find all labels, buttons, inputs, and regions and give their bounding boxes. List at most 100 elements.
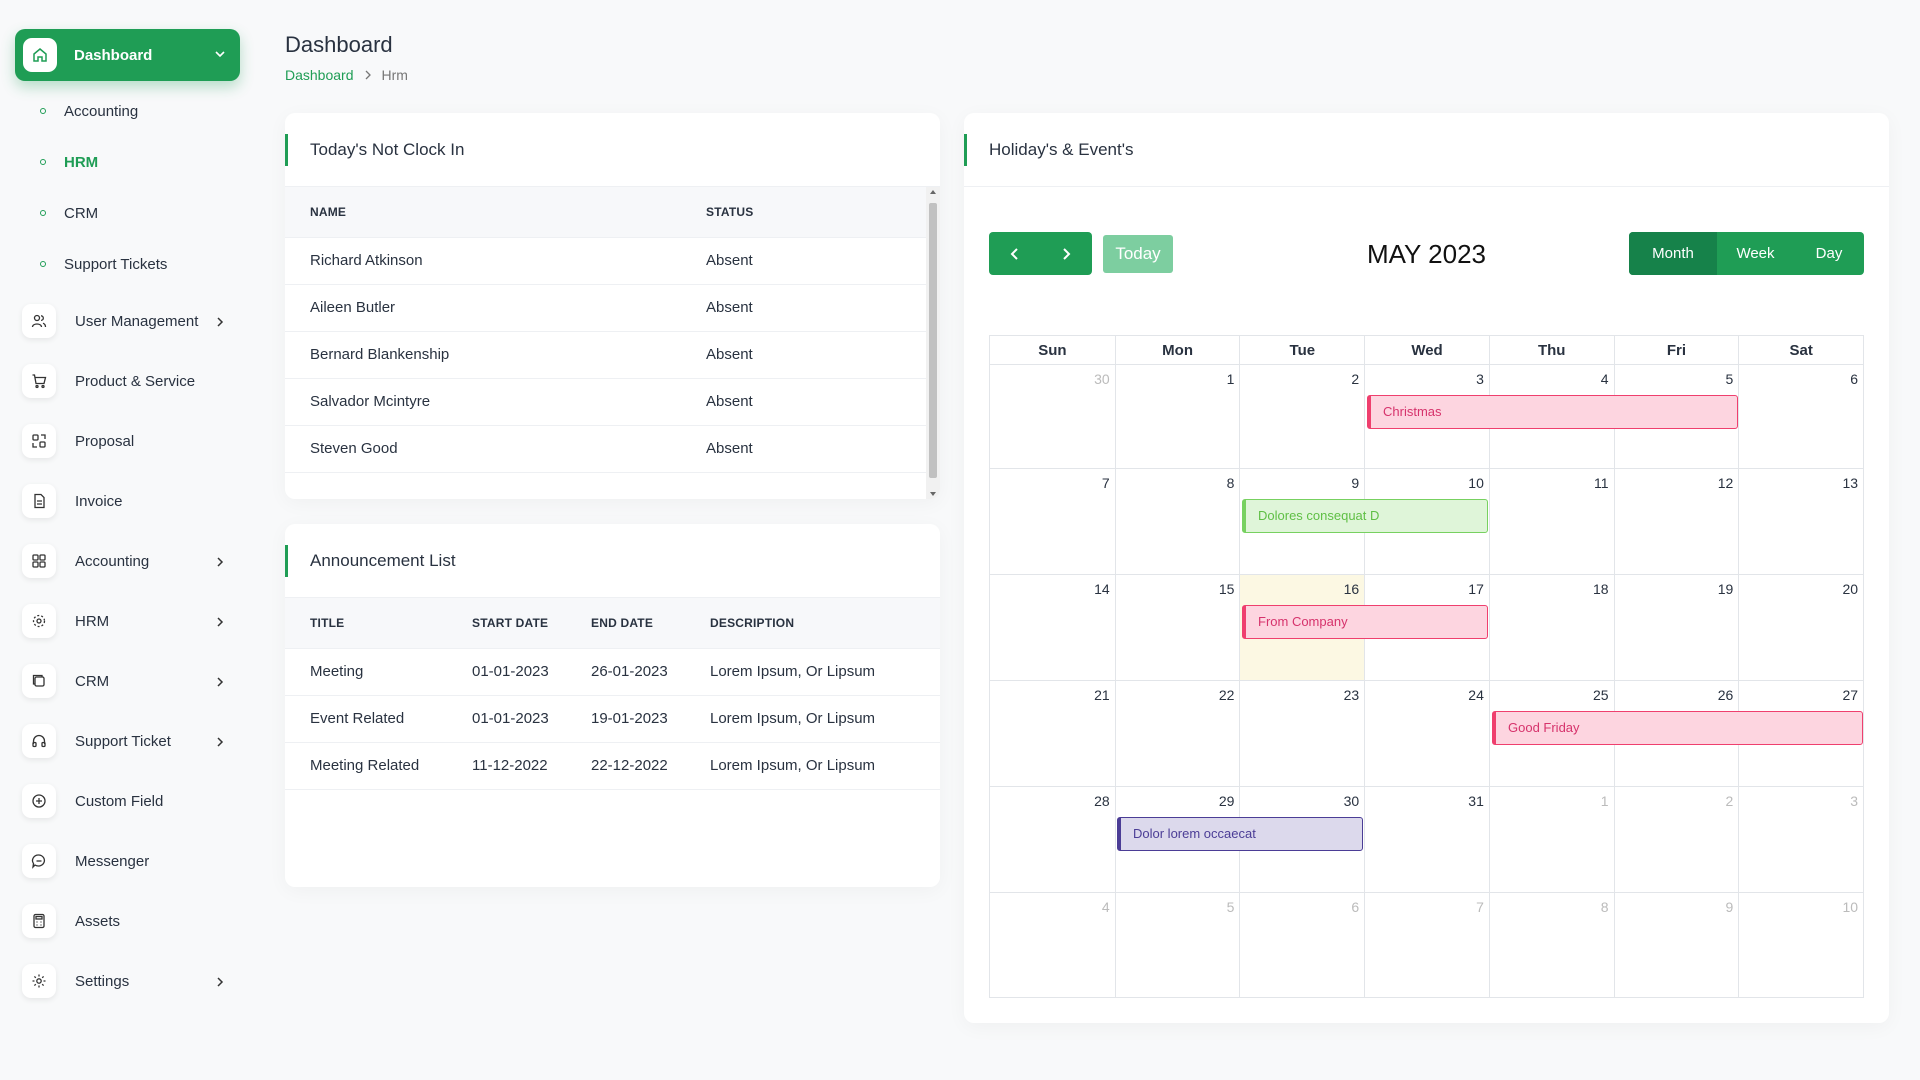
today-button[interactable]: Today [1103,235,1173,273]
calendar-day[interactable]: 5 [1114,893,1240,997]
sidebar-item-product-service[interactable]: Product & Service [22,361,237,401]
employee-status: Absent [706,424,926,473]
chevron-right-icon [364,67,372,83]
announcement-description: Lorem Ipsum, Or Lipsum [710,741,940,790]
sidebar-subitem-label: Support Tickets [64,255,168,273]
sidebar-item-crm[interactable]: CRM [22,661,237,701]
sidebar-item-accounting[interactable]: Accounting [22,541,237,581]
employee-name: Steven Good [285,424,706,473]
calendar-day[interactable]: 9 [1239,469,1364,574]
calendar-day[interactable]: 29 [1114,787,1240,892]
calendar-day[interactable]: 11 [1488,469,1614,574]
calendar-day[interactable]: 31 [1364,787,1489,892]
weekday-header: Wed [1364,336,1489,364]
calendar-event[interactable]: Dolor lorem occaecat [1117,817,1363,851]
calendar-day[interactable]: 7 [1364,893,1489,997]
sidebar-item-messenger[interactable]: Messenger [22,841,237,881]
calendar-day[interactable]: 30 [990,365,1115,468]
sidebar-item-custom-field[interactable]: Custom Field [22,781,237,821]
calendar-event[interactable]: Dolores consequat D [1242,499,1488,533]
calendar-week-row: 14 15 16 17 18 19 20 From Company [989,574,1864,680]
table-scrollbar[interactable] [926,187,940,499]
calendar-day[interactable]: 4 [990,893,1115,997]
calendar-day[interactable]: 1 [1114,365,1240,468]
day-number: 14 [1094,581,1110,597]
sidebar-item-invoice[interactable]: Invoice [22,481,237,521]
calendar-day[interactable]: 10 [1738,893,1863,997]
calendar-day[interactable]: 2 [1613,787,1739,892]
day-number: 20 [1842,581,1859,597]
day-number: 13 [1842,475,1859,491]
employee-status: Absent [706,236,926,284]
breadcrumb-link-dashboard[interactable]: Dashboard [285,67,354,83]
day-number: 4 [1600,371,1609,387]
scroll-up-icon[interactable] [930,190,936,194]
calendar-day[interactable]: 21 [990,681,1115,786]
sidebar-subitem-hrm[interactable]: HRM [40,147,98,177]
chevron-right-icon [1062,247,1070,260]
next-month-button[interactable] [1040,232,1091,275]
announcement-end-date: 26-01-2023 [591,647,710,695]
calendar-day[interactable]: 3 [1364,365,1489,468]
sidebar-item-label: User Management [75,312,199,330]
sidebar-item-dashboard[interactable]: Dashboard [15,29,240,81]
day-number: 31 [1468,793,1484,809]
calendar-event[interactable]: Christmas [1367,395,1738,429]
sidebar-item-user-management[interactable]: User Management [22,301,237,341]
sidebar-item-assets[interactable]: Assets [22,901,237,941]
calendar-day[interactable]: 6 [1239,893,1364,997]
calendar-day[interactable]: 8 [1488,893,1614,997]
calendar-day[interactable]: 8 [1114,469,1240,574]
sidebar-item-label: Messenger [75,852,150,870]
calendar-day[interactable]: 13 [1738,469,1863,574]
employee-status: Absent [706,377,926,425]
sidebar-item-hrm[interactable]: HRM [22,601,237,641]
calendar-day[interactable]: 6 [1738,365,1863,468]
sidebar-item-label: Support Ticket [75,732,171,750]
calendar-week-row: 4 5 6 7 8 9 10 [989,892,1864,998]
sidebar-item-support-ticket[interactable]: Support Ticket [22,721,237,761]
calendar-day[interactable]: 20 [1738,575,1863,680]
view-month-button[interactable]: Month [1629,232,1717,275]
calendar-view-switcher: Month Week Day [1629,232,1864,275]
day-number: 19 [1717,581,1734,597]
calendar-day[interactable]: 23 [1239,681,1364,786]
calendar-day[interactable]: 2 [1239,365,1364,468]
sidebar-item-proposal[interactable]: Proposal [22,421,237,461]
breadcrumb-current: Hrm [381,67,408,83]
sidebar-subitem-accounting[interactable]: Accounting [40,96,138,126]
calendar-day[interactable]: 14 [990,575,1115,680]
prev-month-button[interactable] [989,232,1040,275]
day-number: 6 [1850,371,1859,387]
card-header: Holiday's & Event's [964,113,1889,187]
calendar-day[interactable]: 24 [1364,681,1489,786]
chat-icon [22,844,56,878]
sidebar-item-label: CRM [75,672,110,690]
calendar-day[interactable]: 28 [990,787,1115,892]
calendar-day[interactable]: 9 [1613,893,1739,997]
chevron-right-icon [215,675,225,693]
calendar-event[interactable]: From Company [1242,605,1488,639]
table-row: Steven Good Absent [285,424,926,473]
calendar-day[interactable]: 7 [990,469,1115,574]
sidebar-subitem-crm[interactable]: CRM [40,198,98,228]
calendar-day[interactable]: 1 [1488,787,1614,892]
calendar-day[interactable]: 22 [1114,681,1240,786]
scroll-down-icon[interactable] [930,492,936,496]
calendar-day[interactable]: 12 [1613,469,1739,574]
employee-status: Absent [706,283,926,331]
calendar-day[interactable]: 18 [1488,575,1614,680]
scroll-thumb[interactable] [929,203,937,478]
calculator-icon [22,904,56,938]
sidebar-subitem-support-tickets[interactable]: Support Tickets [40,249,167,279]
calendar-day[interactable]: 15 [1114,575,1240,680]
calendar-day[interactable]: 19 [1613,575,1739,680]
calendar-month-title: MAY 2023 [1366,239,1486,269]
view-week-button[interactable]: Week [1736,245,1775,262]
view-day-button[interactable]: Day [1815,245,1843,262]
calendar-event[interactable]: Good Friday [1492,711,1863,745]
calendar-day[interactable]: 3 [1738,787,1863,892]
day-number: 10 [1468,475,1484,491]
sidebar-item-settings[interactable]: Settings [22,961,237,1001]
calendar-day[interactable]: 25 [1488,681,1614,786]
